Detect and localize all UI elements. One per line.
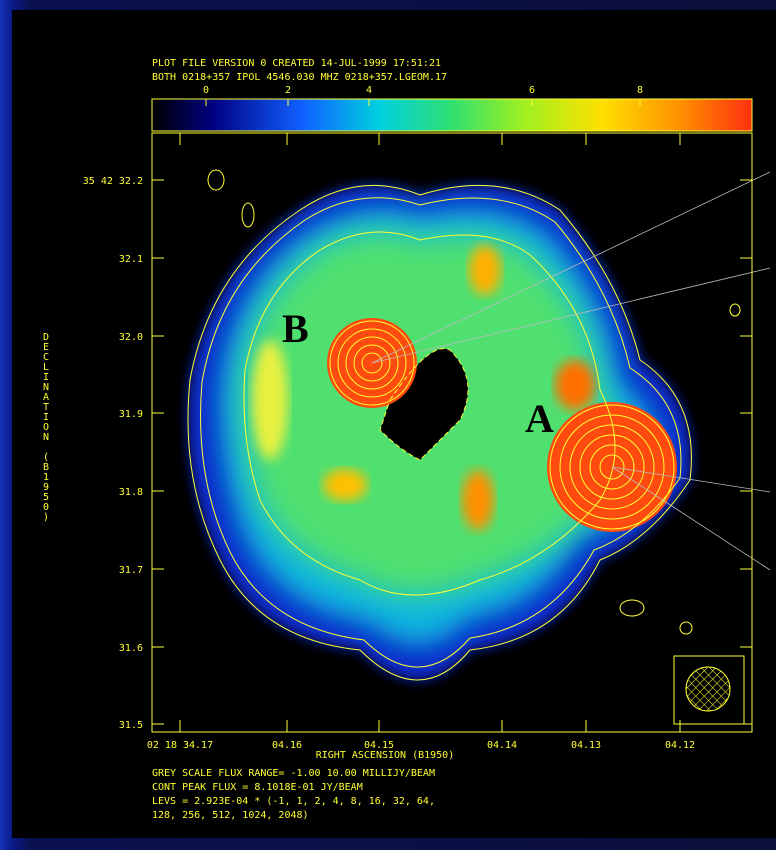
beam: [686, 667, 730, 711]
y-tick-label: 32.0: [119, 332, 143, 343]
colorbar: [152, 99, 752, 131]
x-tick-label: 04.12: [665, 740, 695, 751]
y-tick-label: 31.6: [119, 643, 143, 654]
x-tick-label: 04.14: [487, 740, 517, 751]
y-tick-label: 31.9: [119, 409, 143, 420]
page: PLOT FILE VERSION 0 CREATED 14-JUL-1999 …: [0, 0, 776, 850]
colorbar-tick-label: 6: [529, 85, 535, 96]
y-tick-label: 31.5: [119, 720, 143, 731]
header-line: BOTH 0218+357 IPOL 4546.030 MHZ 0218+357…: [152, 72, 447, 83]
colorbar-tick-label: 8: [637, 85, 643, 96]
x-tick-label: 04.15: [364, 740, 394, 751]
radio-map: PLOT FILE VERSION 0 CREATED 14-JUL-1999 …: [0, 0, 776, 850]
x-tick-label: 04.16: [272, 740, 302, 751]
header-line: PLOT FILE VERSION 0 CREATED 14-JUL-1999 …: [152, 58, 441, 69]
x-tick-label: 04.13: [571, 740, 601, 751]
y-tick-label: 31.8: [119, 487, 143, 498]
x-tick-label: 02 18 34.17: [147, 740, 213, 751]
source-label: A: [525, 396, 554, 441]
colorbar-tick-label: 2: [285, 85, 291, 96]
footer-line: GREY SCALE FLUX RANGE= -1.00 10.00 MILLI…: [152, 768, 435, 779]
colorbar-tick-label: 4: [366, 85, 372, 96]
y-tick-label: 31.7: [119, 565, 143, 576]
source-label: B: [282, 306, 309, 351]
x-axis-label: RIGHT ASCENSION (B1950): [316, 750, 454, 761]
y-tick-label: 32.1: [119, 254, 143, 265]
y-tick-label: 35 42 32.2: [83, 176, 143, 187]
footer-line: CONT PEAK FLUX = 8.1018E-01 JY/BEAM: [152, 782, 363, 793]
colorbar-tick-label: 0: [203, 85, 209, 96]
emission: [188, 185, 691, 680]
footer-line: LEVS = 2.923E-04 * (-1, 1, 2, 4, 8, 16, …: [152, 796, 435, 807]
footer-line: 128, 256, 512, 1024, 2048): [152, 810, 309, 821]
